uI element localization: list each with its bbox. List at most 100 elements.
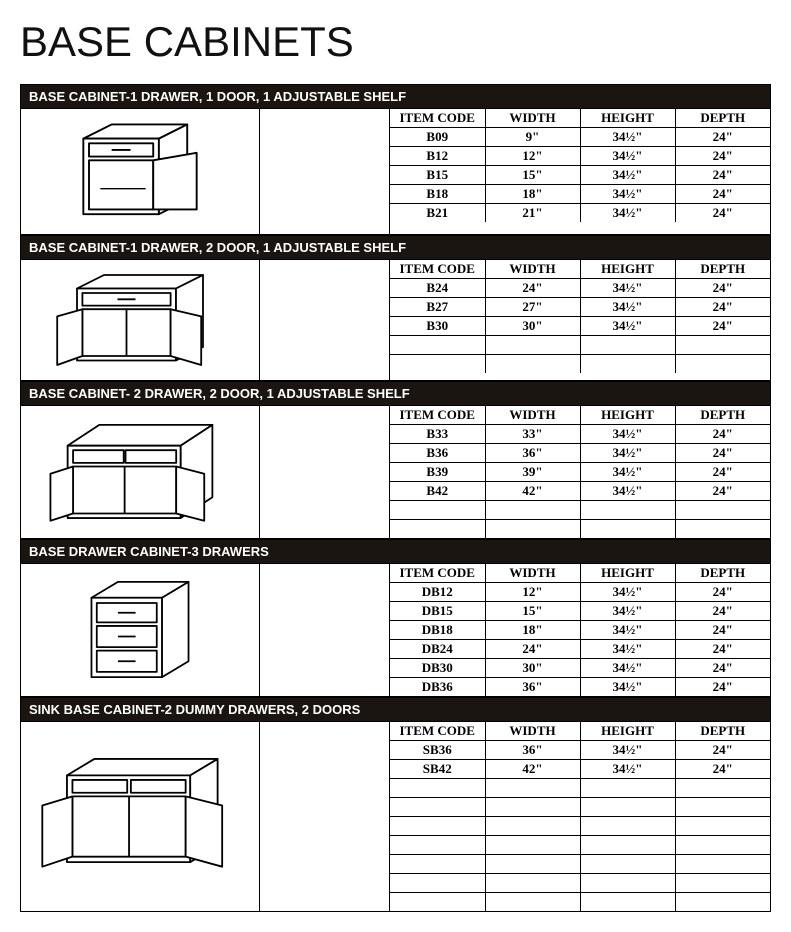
column-header: ITEM CODE xyxy=(390,722,485,741)
table-cell xyxy=(485,336,580,355)
table-cell: 34½" xyxy=(580,463,675,482)
table-cell xyxy=(675,779,770,798)
table-cell: 34½" xyxy=(580,741,675,760)
table-cell: DB30 xyxy=(390,659,485,678)
section-body: ITEM CODEWIDTHHEIGHTDEPTHSB3636"34½"24"S… xyxy=(20,722,771,912)
table-cell: 34½" xyxy=(580,602,675,621)
table-cell xyxy=(675,520,770,539)
table-cell xyxy=(485,817,580,836)
table-row: B1515"34½"24" xyxy=(390,166,770,185)
table-cell: 24" xyxy=(675,147,770,166)
section-body: ITEM CODEWIDTHHEIGHTDEPTHB3333"34½"24"B3… xyxy=(20,406,771,539)
table-cell: SB42 xyxy=(390,760,485,779)
table-cell: 24" xyxy=(675,640,770,659)
table-cell xyxy=(675,817,770,836)
table-row: DB1515"34½"24" xyxy=(390,602,770,621)
table-cell: 12" xyxy=(485,147,580,166)
table-cell xyxy=(675,836,770,855)
table-row xyxy=(390,779,770,798)
column-header: DEPTH xyxy=(675,109,770,128)
table-row: B3030"34½"24" xyxy=(390,317,770,336)
column-header: ITEM CODE xyxy=(390,564,485,583)
table-cell: 24" xyxy=(675,659,770,678)
table-cell xyxy=(485,855,580,874)
column-header: ITEM CODE xyxy=(390,109,485,128)
section: SINK BASE CABINET-2 DUMMY DRAWERS, 2 DOO… xyxy=(20,697,771,912)
table-cell: B18 xyxy=(390,185,485,204)
sections-container: BASE CABINET-1 DRAWER, 1 DOOR, 1 ADJUSTA… xyxy=(20,84,771,912)
table-row: SB3636"34½"24" xyxy=(390,741,770,760)
spacer-cell xyxy=(260,406,390,539)
cabinet-diagram xyxy=(20,109,260,235)
table-cell: 36" xyxy=(485,444,580,463)
table-row xyxy=(390,501,770,520)
table-cell xyxy=(485,355,580,374)
column-header: WIDTH xyxy=(485,406,580,425)
table-cell xyxy=(675,855,770,874)
table-row: DB1818"34½"24" xyxy=(390,621,770,640)
table-row: B3636"34½"24" xyxy=(390,444,770,463)
table-cell: 34½" xyxy=(580,760,675,779)
table-cell xyxy=(580,817,675,836)
page-title: BASE CABINETS xyxy=(20,18,771,66)
table-row: B1818"34½"24" xyxy=(390,185,770,204)
table-cell: B09 xyxy=(390,128,485,147)
table-cell xyxy=(580,855,675,874)
column-header: WIDTH xyxy=(485,722,580,741)
table-cell: B42 xyxy=(390,482,485,501)
table-cell: 18" xyxy=(485,185,580,204)
cabinet-diagram xyxy=(20,260,260,381)
column-header: DEPTH xyxy=(675,260,770,279)
spacer-cell xyxy=(260,260,390,381)
table-row: B3939"34½"24" xyxy=(390,463,770,482)
table-cell: 34½" xyxy=(580,444,675,463)
table-cell: 24" xyxy=(675,583,770,602)
table-cell xyxy=(675,355,770,374)
table-row xyxy=(390,355,770,374)
table-cell: 24" xyxy=(675,298,770,317)
table-row: DB3030"34½"24" xyxy=(390,659,770,678)
cabinet-diagram xyxy=(20,722,260,912)
spec-table: ITEM CODEWIDTHHEIGHTDEPTHSB3636"34½"24"S… xyxy=(390,722,770,911)
table-row xyxy=(390,798,770,817)
table-cell: 24" xyxy=(675,317,770,336)
table-cell: 34½" xyxy=(580,279,675,298)
table-row: B2121"34½"24" xyxy=(390,204,770,223)
table-cell xyxy=(390,798,485,817)
table-cell: 34½" xyxy=(580,147,675,166)
table-cell: 24" xyxy=(675,279,770,298)
table-row xyxy=(390,336,770,355)
table-cell xyxy=(580,836,675,855)
table-cell xyxy=(675,501,770,520)
table-cell: 24" xyxy=(675,444,770,463)
table-cell: 9" xyxy=(485,128,580,147)
section-header: BASE CABINET-1 DRAWER, 2 DOOR, 1 ADJUSTA… xyxy=(20,235,771,260)
spec-table: ITEM CODEWIDTHHEIGHTDEPTHB2424"34½"24"B2… xyxy=(390,260,770,373)
table-cell: 24" xyxy=(485,279,580,298)
table-cell: B36 xyxy=(390,444,485,463)
table-cell: 24" xyxy=(675,166,770,185)
section: BASE DRAWER CABINET-3 DRAWERS ITEM CODEW… xyxy=(20,539,771,697)
spec-table: ITEM CODEWIDTHHEIGHTDEPTHB3333"34½"24"B3… xyxy=(390,406,770,538)
table-cell: 36" xyxy=(485,741,580,760)
table-cell: 34½" xyxy=(580,166,675,185)
table-header-row: ITEM CODEWIDTHHEIGHTDEPTH xyxy=(390,564,770,583)
column-header: ITEM CODE xyxy=(390,260,485,279)
column-header: HEIGHT xyxy=(580,406,675,425)
table-cell xyxy=(485,836,580,855)
table-cell xyxy=(390,336,485,355)
spec-table-container: ITEM CODEWIDTHHEIGHTDEPTHB3333"34½"24"B3… xyxy=(390,406,771,539)
table-cell xyxy=(580,779,675,798)
spec-table-container: ITEM CODEWIDTHHEIGHTDEPTHDB1212"34½"24"D… xyxy=(390,564,771,697)
table-cell xyxy=(675,798,770,817)
table-row: B3333"34½"24" xyxy=(390,425,770,444)
table-cell: 12" xyxy=(485,583,580,602)
table-row xyxy=(390,855,770,874)
table-cell: 24" xyxy=(675,760,770,779)
table-cell xyxy=(390,779,485,798)
spacer-cell xyxy=(260,109,390,235)
table-cell: 24" xyxy=(675,185,770,204)
table-cell xyxy=(675,874,770,893)
table-cell xyxy=(580,874,675,893)
section-body: ITEM CODEWIDTHHEIGHTDEPTHDB1212"34½"24"D… xyxy=(20,564,771,697)
